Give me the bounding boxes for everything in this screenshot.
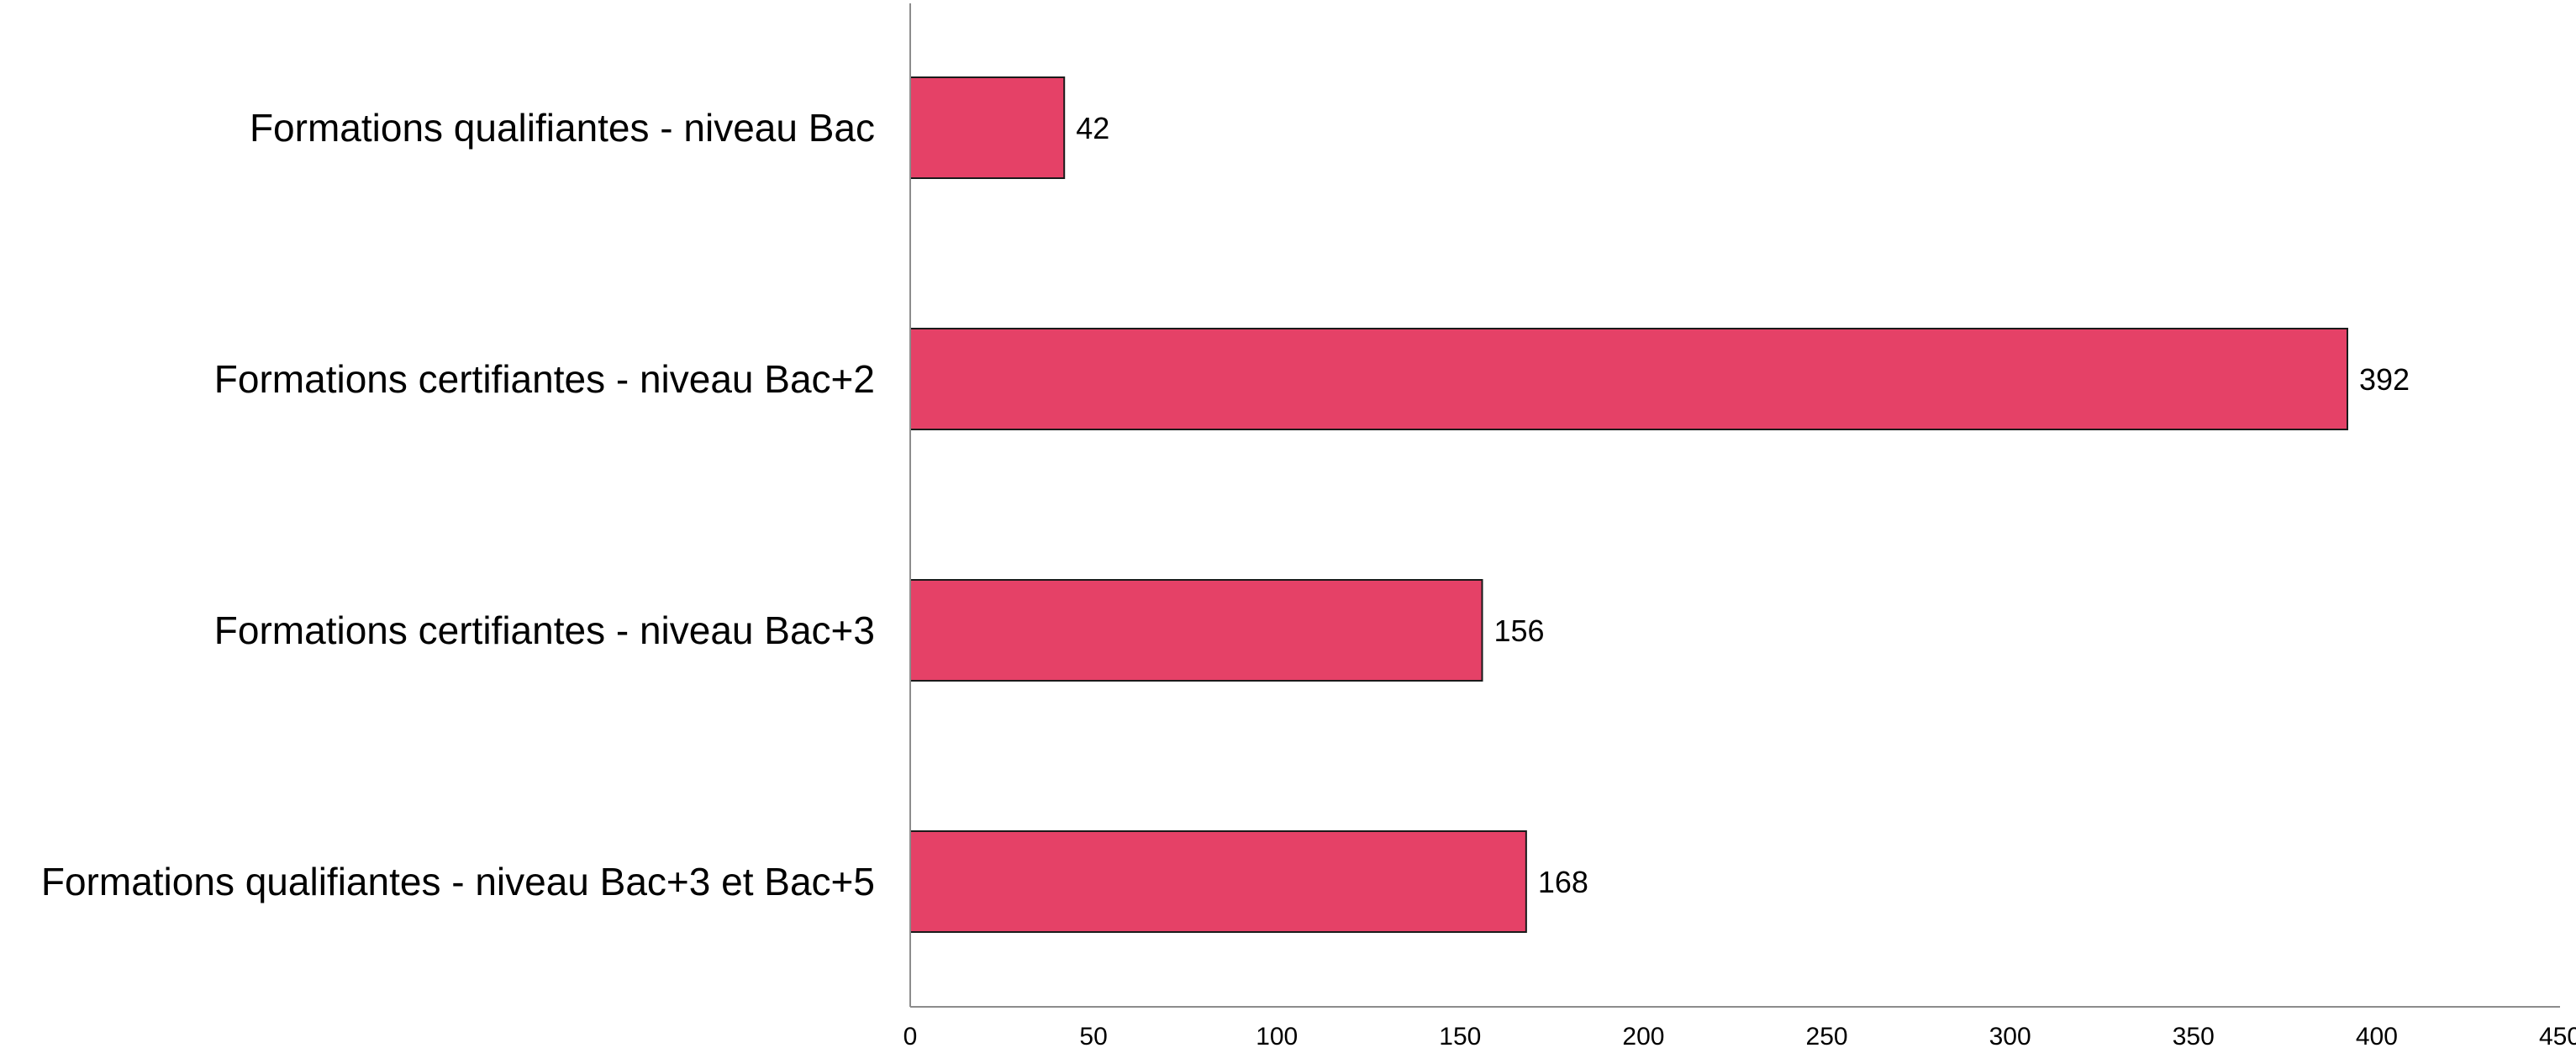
x-tick-label: 0 <box>903 1023 918 1048</box>
axes-layer <box>909 3 2560 1008</box>
bar <box>909 830 1527 933</box>
category-label: Formations qualifiantes - niveau Bac+3 e… <box>41 860 875 903</box>
bars-layer <box>909 76 2348 933</box>
bar <box>909 76 1066 179</box>
bar <box>909 328 2348 430</box>
labels-layer: Formations qualifiantes - niveau Bac 42 Fo… <box>41 106 2410 903</box>
bar <box>909 579 1483 682</box>
x-tick-label: 250 <box>1806 1023 1848 1048</box>
x-tick-label: 150 <box>1439 1023 1481 1048</box>
value-label: 42 <box>1076 111 1109 145</box>
ticks-layer: 0 50 100 150 200 250 300 350 400 450 <box>903 1023 2576 1048</box>
x-tick-label: 400 <box>2356 1023 2398 1048</box>
value-label: 156 <box>1494 614 1545 648</box>
category-label: Formations certifiantes - niveau Bac+3 <box>214 608 875 652</box>
x-tick-label: 350 <box>2173 1023 2215 1048</box>
x-tick-label: 100 <box>1256 1023 1298 1048</box>
x-tick-label: 450 <box>2539 1023 2576 1048</box>
value-label: 392 <box>2359 362 2410 397</box>
category-label: Formations certifiantes - niveau Bac+2 <box>214 357 875 401</box>
x-tick-label: 200 <box>1622 1023 1664 1048</box>
x-tick-label: 300 <box>1989 1023 2031 1048</box>
value-label: 168 <box>1538 865 1588 899</box>
x-tick-label: 50 <box>1079 1023 1107 1048</box>
category-label: Formations qualifiantes - niveau Bac <box>250 106 875 150</box>
